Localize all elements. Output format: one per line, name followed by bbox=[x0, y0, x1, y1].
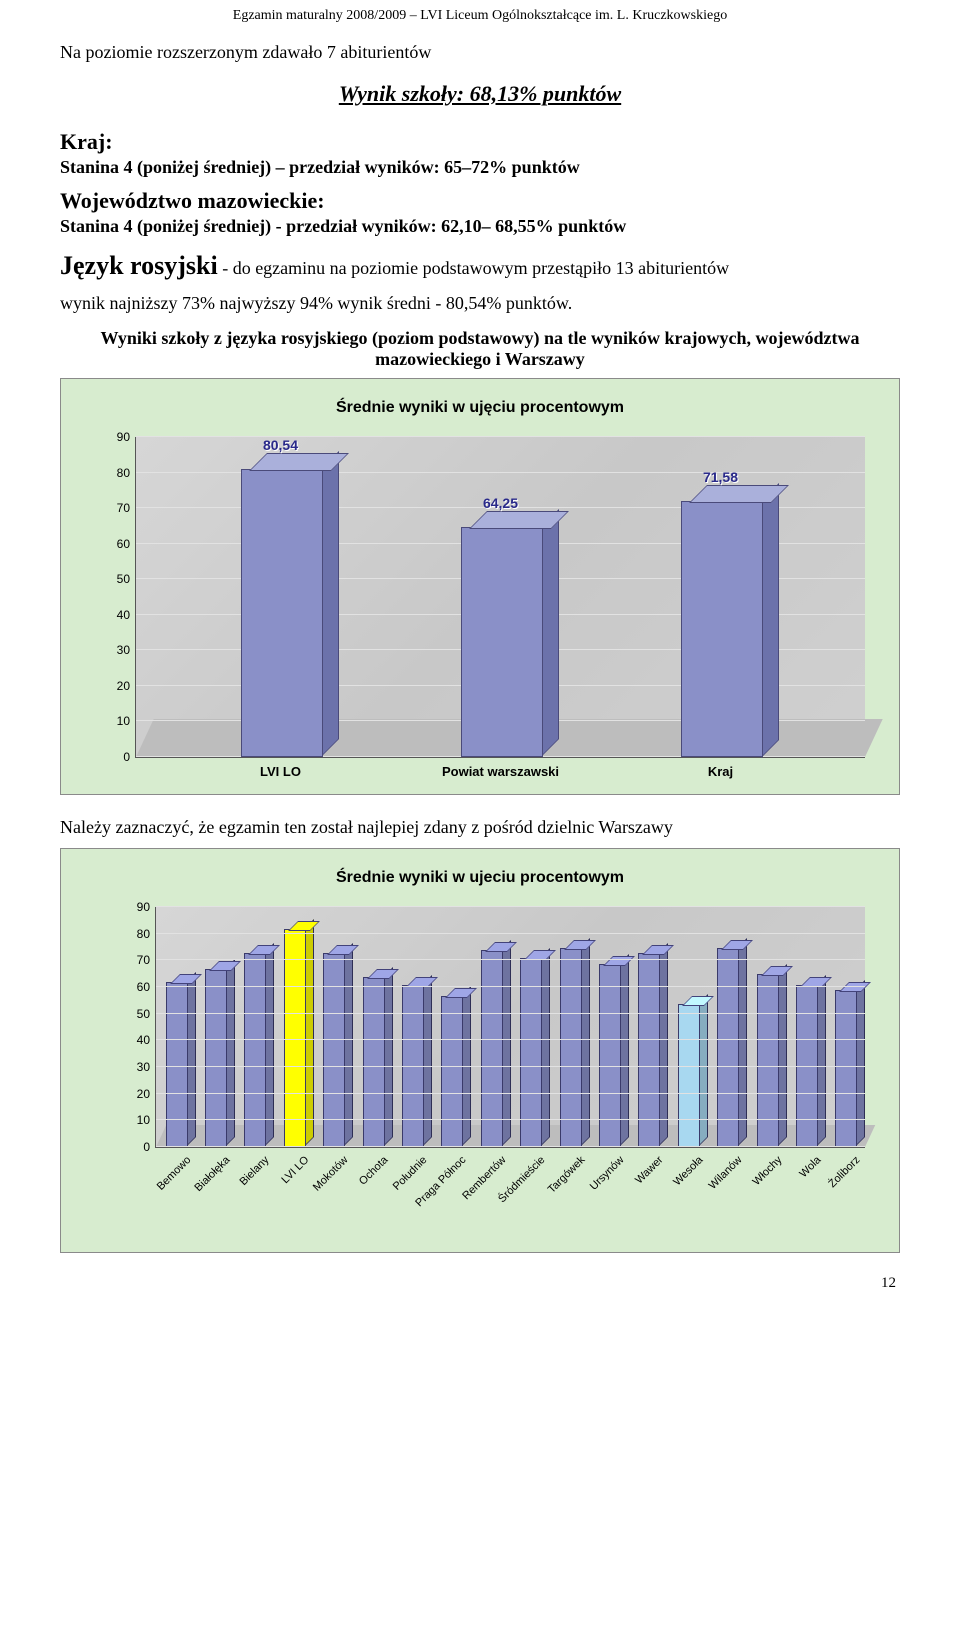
bar-top bbox=[682, 996, 714, 1006]
bar-top bbox=[209, 961, 241, 971]
bar-side bbox=[541, 509, 559, 757]
bar-top bbox=[445, 988, 477, 998]
lang-name: Język rosyjski bbox=[60, 251, 218, 280]
bar-front bbox=[166, 982, 188, 1147]
kraj-detail: Stanina 4 (poniżej średniej) – przedział… bbox=[60, 157, 900, 178]
bar-top bbox=[603, 956, 635, 966]
chart2-ytick: 50 bbox=[114, 1007, 150, 1021]
bar-side bbox=[321, 451, 339, 757]
chart2-ytick: 30 bbox=[114, 1060, 150, 1074]
chart2-ytick: 70 bbox=[114, 953, 150, 967]
bar-top bbox=[170, 974, 202, 984]
bar-front bbox=[461, 527, 543, 757]
bar-front bbox=[717, 948, 739, 1147]
chart2-ytick: 60 bbox=[114, 980, 150, 994]
chart1-value-label: 80,54 bbox=[221, 437, 341, 453]
chart1-container: Średnie wyniki w ujęciu procentowym 0102… bbox=[60, 378, 900, 795]
kraj-title: Kraj: bbox=[60, 129, 900, 155]
bar-top bbox=[564, 940, 596, 950]
bar-top bbox=[248, 945, 280, 955]
bar-front bbox=[284, 929, 306, 1147]
bar-top bbox=[761, 966, 793, 976]
chart1-xcategory: Powiat warszawski bbox=[391, 764, 611, 779]
bar-front bbox=[323, 953, 345, 1147]
chart2-ytick: 0 bbox=[114, 1140, 150, 1154]
chart1-value-label: 64,25 bbox=[441, 495, 561, 511]
kraj-stanina: Stanina 4 (poniżej średniej) – przedział… bbox=[60, 157, 580, 177]
page-number: 12 bbox=[60, 1275, 900, 1292]
chart1-context: Wyniki szkoły z języka rosyjskiego (pozi… bbox=[60, 328, 900, 370]
chart1-ytick: 70 bbox=[94, 501, 130, 515]
chart2-gridline bbox=[156, 1066, 865, 1067]
chart1-value-label: 71,58 bbox=[661, 469, 781, 485]
chart1-ytick: 0 bbox=[94, 750, 130, 764]
chart1-ytick: 60 bbox=[94, 537, 130, 551]
woj-detail: Stanina 4 (poniżej średniej) - przedział… bbox=[60, 216, 900, 237]
school-result: Wynik szkoły: 68,13% punktów bbox=[60, 81, 900, 107]
bar-side bbox=[761, 483, 779, 758]
bar-front bbox=[363, 977, 385, 1147]
bar-front bbox=[678, 1004, 700, 1147]
bar-top bbox=[288, 921, 320, 931]
chart2-plot: 0102030405060708090 bbox=[155, 907, 865, 1148]
chart2-gridline bbox=[156, 1039, 865, 1040]
lang-desc: - do egzaminu na poziomie podstawowym pr… bbox=[218, 258, 729, 278]
chart1-xcategory: Kraj bbox=[611, 764, 831, 779]
chart2-ytick: 10 bbox=[114, 1113, 150, 1127]
chart1-title: Średnie wyniki w ujęciu procentowym bbox=[75, 399, 885, 417]
bar-front bbox=[638, 953, 660, 1147]
bar-top bbox=[642, 945, 674, 955]
chart2-ytick: 20 bbox=[114, 1087, 150, 1101]
bar-front bbox=[241, 469, 323, 757]
bar-front bbox=[757, 974, 779, 1147]
bar-front bbox=[441, 996, 463, 1147]
chart2-xlabels: BemowoBiałołękaBielanyLVI LOMokotówOchot… bbox=[155, 1148, 865, 1248]
bar-front bbox=[835, 990, 857, 1147]
intro-line: Na poziomie rozszerzonym zdawało 7 abitu… bbox=[60, 42, 900, 63]
chart1-ytick: 80 bbox=[94, 466, 130, 480]
chart2-gridline bbox=[156, 986, 865, 987]
chart1-ytick: 30 bbox=[94, 643, 130, 657]
chart2-gridline bbox=[156, 1013, 865, 1014]
chart2-ytick: 80 bbox=[114, 927, 150, 941]
chart1-ytick: 90 bbox=[94, 430, 130, 444]
woj-stanina: Stanina 4 (poniżej średniej) - przedział… bbox=[60, 216, 626, 236]
bar-front bbox=[244, 953, 266, 1147]
bar-top bbox=[689, 485, 789, 503]
score-span: wynik najniższy 73% najwyższy 94% wynik … bbox=[60, 293, 900, 314]
bar-top bbox=[469, 511, 569, 529]
chart2-gridline bbox=[156, 959, 865, 960]
lang-section: Język rosyjski - do egzaminu na poziomie… bbox=[60, 251, 900, 281]
chart1-ytick: 10 bbox=[94, 714, 130, 728]
chart2-gridline bbox=[156, 1146, 865, 1147]
between-note: Należy zaznaczyć, że egzamin ten został … bbox=[60, 817, 900, 838]
bar-front bbox=[560, 948, 582, 1147]
bar-top bbox=[721, 940, 753, 950]
chart1-ytick: 50 bbox=[94, 572, 130, 586]
chart2-gridline bbox=[156, 933, 865, 934]
chart1-ytick: 40 bbox=[94, 608, 130, 622]
bar-front bbox=[681, 501, 763, 758]
bar-front bbox=[481, 950, 503, 1147]
bar-top bbox=[249, 453, 349, 471]
bar-top bbox=[327, 945, 359, 955]
chart2-container: Średnie wyniki w ujeciu procentowym 0102… bbox=[60, 848, 900, 1253]
chart2-ytick: 40 bbox=[114, 1033, 150, 1047]
chart2-gridline bbox=[156, 1119, 865, 1120]
chart2-title: Średnie wyniki w ujeciu procentowym bbox=[75, 869, 885, 887]
chart1-xcategory: LVI LO bbox=[171, 764, 391, 779]
chart2-ytick: 90 bbox=[114, 900, 150, 914]
chart2-gridline bbox=[156, 906, 865, 907]
woj-title: Województwo mazowieckie: bbox=[60, 188, 900, 214]
bar-top bbox=[839, 982, 871, 992]
chart1-plot: 010203040506070809080,54LVI LO64,25Powia… bbox=[135, 437, 865, 758]
doc-header: Egzamin maturalny 2008/2009 – LVI Liceum… bbox=[60, 0, 900, 30]
bar-top bbox=[485, 942, 517, 952]
chart2-gridline bbox=[156, 1093, 865, 1094]
chart2-bars bbox=[156, 907, 865, 1147]
bar-top bbox=[367, 969, 399, 979]
chart1-ytick: 20 bbox=[94, 679, 130, 693]
